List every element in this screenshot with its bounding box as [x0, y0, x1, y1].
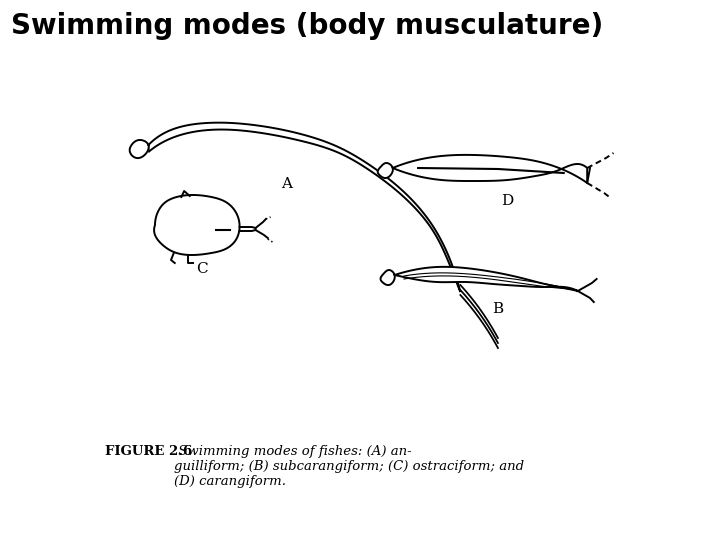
Polygon shape — [130, 140, 149, 158]
Text: B: B — [492, 302, 503, 316]
Text: C: C — [196, 262, 208, 276]
Text: FIGURE 2.6: FIGURE 2.6 — [105, 445, 192, 458]
Text: Swimming modes (body musculature): Swimming modes (body musculature) — [12, 12, 603, 40]
Polygon shape — [378, 163, 393, 178]
Text: D: D — [501, 194, 513, 208]
Text: A: A — [281, 177, 292, 191]
Polygon shape — [148, 123, 460, 292]
Text: Swimming modes of fishes: (A) an-
guilliform; (B) subcarangiform; (C) ostracifor: Swimming modes of fishes: (A) an- guilli… — [174, 445, 524, 488]
Polygon shape — [392, 155, 588, 183]
Polygon shape — [380, 270, 395, 285]
Polygon shape — [395, 267, 578, 291]
Polygon shape — [154, 195, 240, 255]
